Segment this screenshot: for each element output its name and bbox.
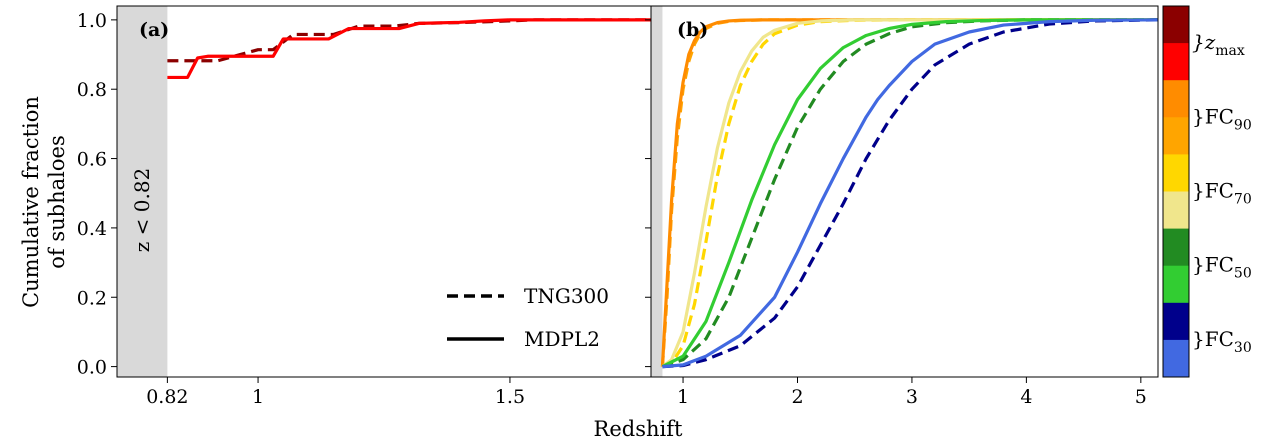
colorbar: }zmax }FC90 }FC70 }FC50 }FC30: [1162, 5, 1252, 378]
panel-b-tng300-fc50-line: [661, 18, 1158, 369]
y-tick-label: 0.0: [77, 357, 107, 379]
x-tick-label: 1: [677, 386, 689, 408]
colorbar-label: }FC70: [1192, 179, 1252, 208]
panel-b-tng300-fc90-line: [660, 18, 1158, 367]
y-axis-title-line1: Cumulative fraction: [19, 96, 43, 308]
panel-b-tng300-fc70-line: [661, 18, 1158, 369]
colorbar-segment: [1163, 6, 1189, 44]
y-tick-label: 0.2: [77, 287, 107, 309]
panel-b-x-ticks: 1 2 3 4 5: [677, 377, 1147, 408]
colorbar-segment: [1163, 302, 1189, 341]
x-tick-label: 1.5: [495, 386, 525, 408]
x-tick-label: 2: [791, 386, 803, 408]
panel-b-frame: [650, 5, 1159, 378]
colorbar-segment: [1163, 43, 1189, 81]
x-axis-title: Redshift: [594, 417, 683, 441]
colorbar-label: }FC90: [1192, 104, 1252, 133]
panel-b-tng300-fc30-line: [662, 18, 1159, 369]
panel-b-mdpl2-fc70-line: [661, 18, 1158, 368]
legend-tng300-label: TNG300: [524, 284, 609, 308]
y-tick-label: 0.4: [77, 218, 107, 240]
legend: TNG300 MDPL2: [447, 284, 609, 351]
panel-a-x-ticks: 0.82 1 1.5: [146, 377, 525, 408]
legend-mdpl2-label: MDPL2: [524, 327, 600, 351]
x-tick-label: 0.82: [146, 386, 188, 408]
colorbar-segment: [1163, 191, 1189, 230]
y-tick-label: 1.0: [77, 10, 107, 32]
panel-b-mdpl2-fc30-line: [662, 18, 1159, 369]
colorbar-label: }zmax: [1192, 30, 1245, 59]
panel-a: z < 0.82 0.0 0.2 0.4 0.6 0.8 1.0 0.82 1 1.5 (a)…: [77, 5, 657, 408]
panel-b-tag: (b): [677, 19, 708, 41]
colorbar-frame: [1162, 5, 1190, 378]
panel-b-mdpl2-fc50-line: [661, 18, 1158, 369]
panel-b-lines: [660, 18, 1159, 369]
panel-a-lines: [167, 18, 651, 80]
panel-b-mdpl2-fc90-line: [660, 18, 1158, 367]
colorbar-segment: [1163, 117, 1189, 155]
colorbar-segment: [1163, 80, 1189, 118]
colorbar-segment: [1163, 154, 1189, 192]
panel-b-shaded-region: [651, 6, 663, 377]
colorbar-segment: [1163, 339, 1189, 378]
y-ticks: 0.0 0.2 0.4 0.6 0.8 1.0: [77, 10, 657, 379]
panel-b: 1 2 3 4 5 (b): [650, 5, 1159, 408]
colorbar-segment: [1163, 228, 1189, 267]
x-tick-label: 1: [252, 386, 264, 408]
panel-a-mdpl2-line: [167, 18, 651, 80]
panel-a-tag: (a): [139, 19, 169, 41]
x-tick-label: 4: [1020, 386, 1032, 408]
y-tick-label: 0.8: [77, 79, 107, 101]
y-tick-label: 0.6: [77, 149, 107, 171]
colorbar-label: }FC50: [1192, 253, 1252, 282]
colorbar-segment: [1163, 265, 1189, 304]
panel-a-shaded-region: [117, 6, 168, 377]
x-tick-label: 3: [906, 386, 918, 408]
shade-label: z < 0.82: [130, 168, 154, 253]
y-axis-title-line2: of subhaloes: [45, 135, 69, 268]
x-tick-label: 5: [1135, 386, 1147, 408]
colorbar-label: }FC30: [1192, 327, 1252, 356]
